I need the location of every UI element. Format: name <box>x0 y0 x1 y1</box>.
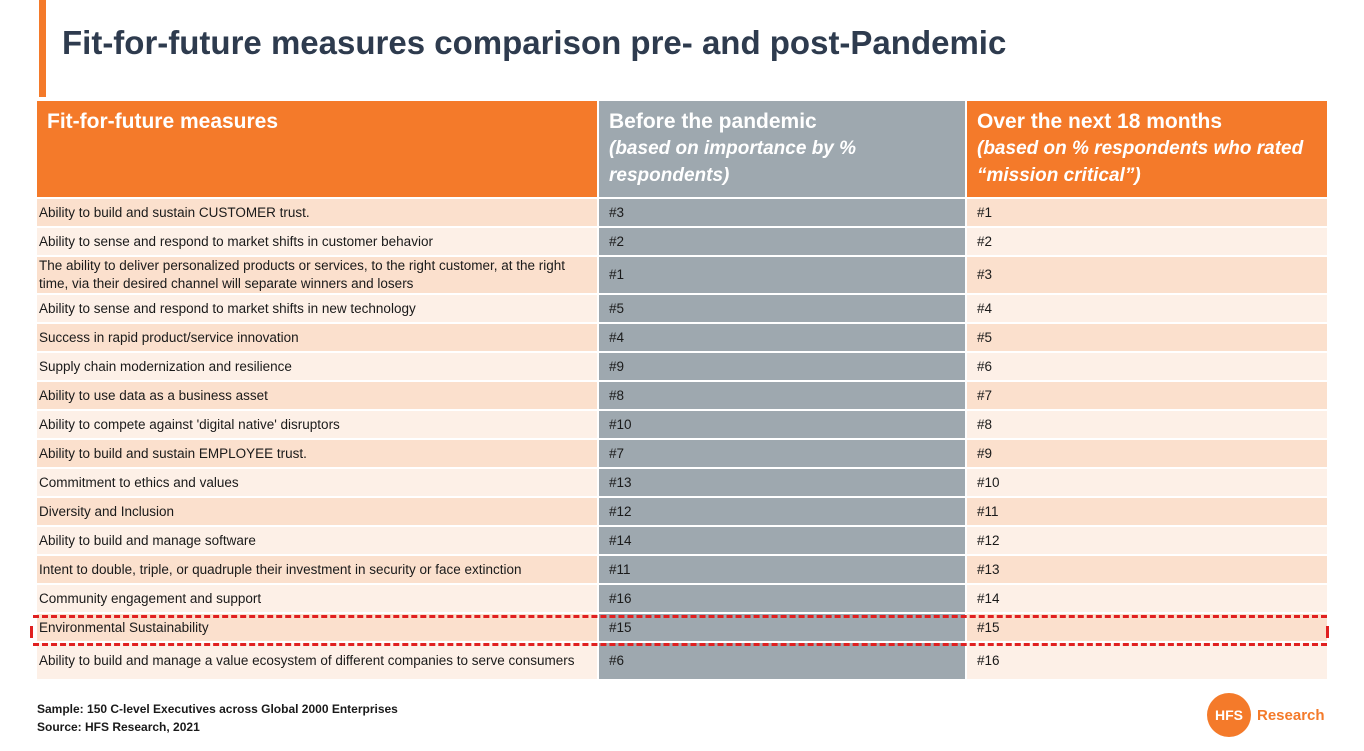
header-measures: Fit-for-future measures <box>37 101 599 197</box>
measure-cell: Ability to build and manage a value ecos… <box>37 641 599 679</box>
page-title: Fit-for-future measures comparison pre- … <box>62 24 1007 61</box>
table-row: Ability to build and manage a value ecos… <box>37 641 1327 679</box>
table-row: Ability to build and manage software #14 #… <box>37 525 1327 554</box>
footer-notes: Sample: 150 C-level Executives across Gl… <box>37 700 398 736</box>
after-rank-cell: #15 <box>967 612 1327 641</box>
before-rank-cell: #12 <box>599 496 967 525</box>
after-rank-cell: #14 <box>967 583 1327 612</box>
after-rank-cell: #10 <box>967 467 1327 496</box>
after-rank-cell: #13 <box>967 554 1327 583</box>
table-row: Success in rapid product/service innovat… <box>37 322 1327 351</box>
footer-source: Source: HFS Research, 2021 <box>37 720 200 734</box>
measure-cell: Commitment to ethics and values <box>37 467 599 496</box>
highlight-left-marker <box>30 626 33 638</box>
measures-table: Fit-for-future measures Before the pande… <box>37 101 1327 679</box>
before-rank-cell: #14 <box>599 525 967 554</box>
measure-cell: Environmental Sustainability <box>37 612 599 641</box>
measure-cell: Ability to sense and respond to market s… <box>37 293 599 322</box>
after-rank-cell: #5 <box>967 322 1327 351</box>
measure-cell: Ability to use data as a business asset <box>37 380 599 409</box>
table-row: The ability to deliver personalized prod… <box>37 255 1327 293</box>
measure-cell: Supply chain modernization and resilienc… <box>37 351 599 380</box>
table-row: Ability to compete against 'digital nati… <box>37 409 1327 438</box>
highlight-right-marker <box>1326 626 1329 638</box>
header-after-subtitle: (based on % respondents who rated “missi… <box>977 138 1304 186</box>
table-row: Diversity and Inclusion #12 #11 <box>37 496 1327 525</box>
table-row: Intent to double, triple, or quadruple t… <box>37 554 1327 583</box>
before-rank-cell: #1 <box>599 255 967 293</box>
header-after: Over the next 18 months (based on % resp… <box>967 101 1327 197</box>
table-row: Ability to sense and respond to market s… <box>37 226 1327 255</box>
header-after-title: Over the next 18 months <box>977 110 1223 133</box>
table-row: Ability to build and sustain CUSTOMER tr… <box>37 197 1327 226</box>
after-rank-cell: #16 <box>967 641 1327 679</box>
measure-cell: Community engagement and support <box>37 583 599 612</box>
before-rank-cell: #15 <box>599 612 967 641</box>
after-rank-cell: #9 <box>967 438 1327 467</box>
measure-cell: Success in rapid product/service innovat… <box>37 322 599 351</box>
footer-sample: Sample: 150 C-level Executives across Gl… <box>37 702 398 716</box>
before-rank-cell: #5 <box>599 293 967 322</box>
hfs-logo: HFS Research <box>1207 693 1325 737</box>
before-rank-cell: #7 <box>599 438 967 467</box>
measure-cell: Intent to double, triple, or quadruple t… <box>37 554 599 583</box>
header-before-subtitle: (based on importance by % respondents) <box>609 138 857 186</box>
after-rank-cell: #3 <box>967 255 1327 293</box>
table-row: Commitment to ethics and values #13 #10 <box>37 467 1327 496</box>
measure-cell: Ability to sense and respond to market s… <box>37 226 599 255</box>
measure-cell: Diversity and Inclusion <box>37 496 599 525</box>
after-rank-cell: #1 <box>967 197 1327 226</box>
before-rank-cell: #4 <box>599 322 967 351</box>
measure-cell: Ability to build and sustain CUSTOMER tr… <box>37 197 599 226</box>
after-rank-cell: #2 <box>967 226 1327 255</box>
table-row: Ability to build and sustain EMPLOYEE tr… <box>37 438 1327 467</box>
table-row: Ability to use data as a business asset #… <box>37 380 1327 409</box>
header-measures-title: Fit-for-future measures <box>47 110 279 133</box>
before-rank-cell: #3 <box>599 197 967 226</box>
logo-text: Research <box>1257 706 1325 724</box>
measure-cell: The ability to deliver personalized prod… <box>37 255 599 293</box>
before-rank-cell: #6 <box>599 641 967 679</box>
before-rank-cell: #13 <box>599 467 967 496</box>
measure-cell: Ability to build and manage software <box>37 525 599 554</box>
before-rank-cell: #11 <box>599 554 967 583</box>
logo-mark: HFS <box>1207 693 1251 737</box>
measure-cell: Ability to compete against 'digital nati… <box>37 409 599 438</box>
table-row: Community engagement and support #16 #14 <box>37 583 1327 612</box>
after-rank-cell: #4 <box>967 293 1327 322</box>
before-rank-cell: #10 <box>599 409 967 438</box>
header-before: Before the pandemic (based on importance… <box>599 101 967 197</box>
table-body: Ability to build and sustain CUSTOMER tr… <box>37 197 1327 679</box>
before-rank-cell: #9 <box>599 351 967 380</box>
header-before-title: Before the pandemic <box>609 110 817 133</box>
after-rank-cell: #8 <box>967 409 1327 438</box>
before-rank-cell: #8 <box>599 380 967 409</box>
before-rank-cell: #16 <box>599 583 967 612</box>
table-header-row: Fit-for-future measures Before the pande… <box>37 101 1327 197</box>
title-accent-bar <box>39 0 46 97</box>
after-rank-cell: #7 <box>967 380 1327 409</box>
after-rank-cell: #11 <box>967 496 1327 525</box>
before-rank-cell: #2 <box>599 226 967 255</box>
measure-cell: Ability to build and sustain EMPLOYEE tr… <box>37 438 599 467</box>
table-row: Ability to sense and respond to market s… <box>37 293 1327 322</box>
table-row: Supply chain modernization and resilienc… <box>37 351 1327 380</box>
after-rank-cell: #12 <box>967 525 1327 554</box>
after-rank-cell: #6 <box>967 351 1327 380</box>
table-row: Environmental Sustainability #15 #15 <box>37 612 1327 641</box>
